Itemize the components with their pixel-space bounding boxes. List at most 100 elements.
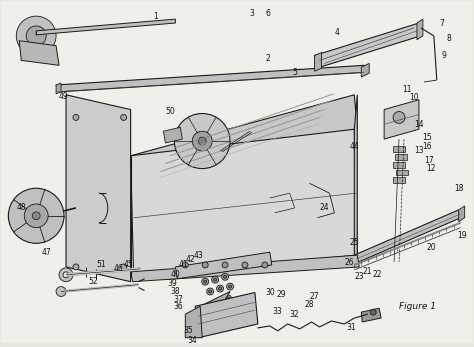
- Circle shape: [121, 115, 127, 120]
- Circle shape: [219, 287, 221, 290]
- Polygon shape: [315, 23, 421, 68]
- Text: 17: 17: [424, 156, 434, 165]
- Circle shape: [217, 285, 224, 292]
- Circle shape: [121, 264, 127, 270]
- Text: 47: 47: [41, 248, 51, 257]
- Text: 50: 50: [165, 107, 175, 116]
- Polygon shape: [164, 127, 182, 143]
- Polygon shape: [393, 177, 405, 183]
- Circle shape: [228, 285, 231, 288]
- Text: 5: 5: [292, 68, 297, 77]
- Circle shape: [174, 113, 230, 169]
- Text: 6: 6: [265, 9, 270, 18]
- Circle shape: [222, 262, 228, 268]
- Text: 20: 20: [426, 243, 436, 252]
- Circle shape: [182, 262, 188, 268]
- Text: 46: 46: [114, 264, 124, 273]
- Polygon shape: [185, 306, 202, 338]
- Circle shape: [227, 283, 234, 290]
- Text: 1: 1: [153, 12, 158, 20]
- Text: 19: 19: [457, 231, 466, 240]
- Text: 10: 10: [409, 93, 419, 102]
- Circle shape: [73, 264, 79, 270]
- Circle shape: [56, 287, 66, 296]
- Text: 27: 27: [310, 292, 319, 301]
- Polygon shape: [354, 95, 357, 255]
- Text: 42: 42: [185, 255, 195, 264]
- Circle shape: [242, 262, 248, 268]
- Text: 4: 4: [335, 28, 340, 37]
- Text: 40: 40: [171, 270, 180, 279]
- Text: 25: 25: [349, 238, 359, 247]
- Text: 33: 33: [273, 307, 283, 316]
- Polygon shape: [393, 162, 405, 168]
- Polygon shape: [36, 19, 175, 35]
- Text: 39: 39: [167, 279, 177, 288]
- Circle shape: [202, 262, 208, 268]
- Circle shape: [26, 26, 46, 46]
- Circle shape: [59, 268, 73, 282]
- Text: 2: 2: [265, 54, 270, 63]
- Polygon shape: [361, 308, 381, 322]
- Text: 29: 29: [277, 290, 287, 299]
- Circle shape: [198, 137, 206, 145]
- Text: 9: 9: [441, 51, 446, 60]
- Text: 36: 36: [173, 302, 183, 311]
- Text: 48: 48: [17, 203, 26, 212]
- Text: 12: 12: [426, 164, 436, 173]
- Circle shape: [214, 278, 217, 281]
- Text: 45: 45: [124, 261, 134, 270]
- Polygon shape: [384, 100, 419, 139]
- Circle shape: [370, 309, 376, 315]
- Circle shape: [73, 115, 79, 120]
- Text: 32: 32: [290, 310, 300, 319]
- Circle shape: [393, 111, 405, 123]
- Text: 28: 28: [305, 300, 314, 309]
- Text: 30: 30: [265, 288, 274, 297]
- Circle shape: [217, 300, 219, 303]
- Circle shape: [225, 295, 231, 302]
- Polygon shape: [131, 255, 359, 282]
- Text: 7: 7: [439, 18, 444, 27]
- Text: 18: 18: [454, 184, 464, 193]
- Text: 41: 41: [179, 261, 188, 270]
- Circle shape: [63, 272, 69, 278]
- Circle shape: [221, 273, 228, 280]
- Circle shape: [192, 131, 212, 151]
- Text: 23: 23: [355, 272, 364, 281]
- Text: 14: 14: [414, 120, 424, 129]
- Text: 24: 24: [319, 203, 329, 212]
- Text: 11: 11: [402, 85, 412, 94]
- Circle shape: [215, 298, 221, 305]
- Text: 44: 44: [349, 142, 359, 151]
- Text: 43: 43: [193, 251, 203, 260]
- Text: 37: 37: [173, 295, 183, 304]
- Text: 8: 8: [447, 34, 451, 43]
- Text: 22: 22: [373, 270, 382, 279]
- Text: 26: 26: [345, 257, 354, 266]
- Polygon shape: [1, 1, 473, 342]
- Circle shape: [204, 280, 207, 283]
- Text: 52: 52: [88, 277, 98, 286]
- Text: 31: 31: [346, 323, 356, 332]
- Circle shape: [227, 297, 229, 300]
- Text: 38: 38: [171, 287, 180, 296]
- Polygon shape: [19, 41, 59, 65]
- Polygon shape: [393, 146, 405, 152]
- Text: 16: 16: [422, 142, 432, 151]
- Text: 51: 51: [96, 261, 106, 270]
- Polygon shape: [354, 210, 461, 263]
- Polygon shape: [56, 83, 61, 94]
- Circle shape: [16, 16, 56, 56]
- Polygon shape: [195, 293, 258, 338]
- Polygon shape: [200, 291, 230, 316]
- Text: Figure 1: Figure 1: [399, 302, 436, 311]
- Polygon shape: [361, 64, 369, 77]
- Text: 13: 13: [414, 146, 424, 155]
- Circle shape: [207, 288, 214, 295]
- Polygon shape: [395, 154, 407, 160]
- Text: 15: 15: [422, 133, 432, 142]
- Polygon shape: [131, 95, 357, 190]
- Text: 49: 49: [58, 92, 68, 101]
- Polygon shape: [131, 129, 357, 277]
